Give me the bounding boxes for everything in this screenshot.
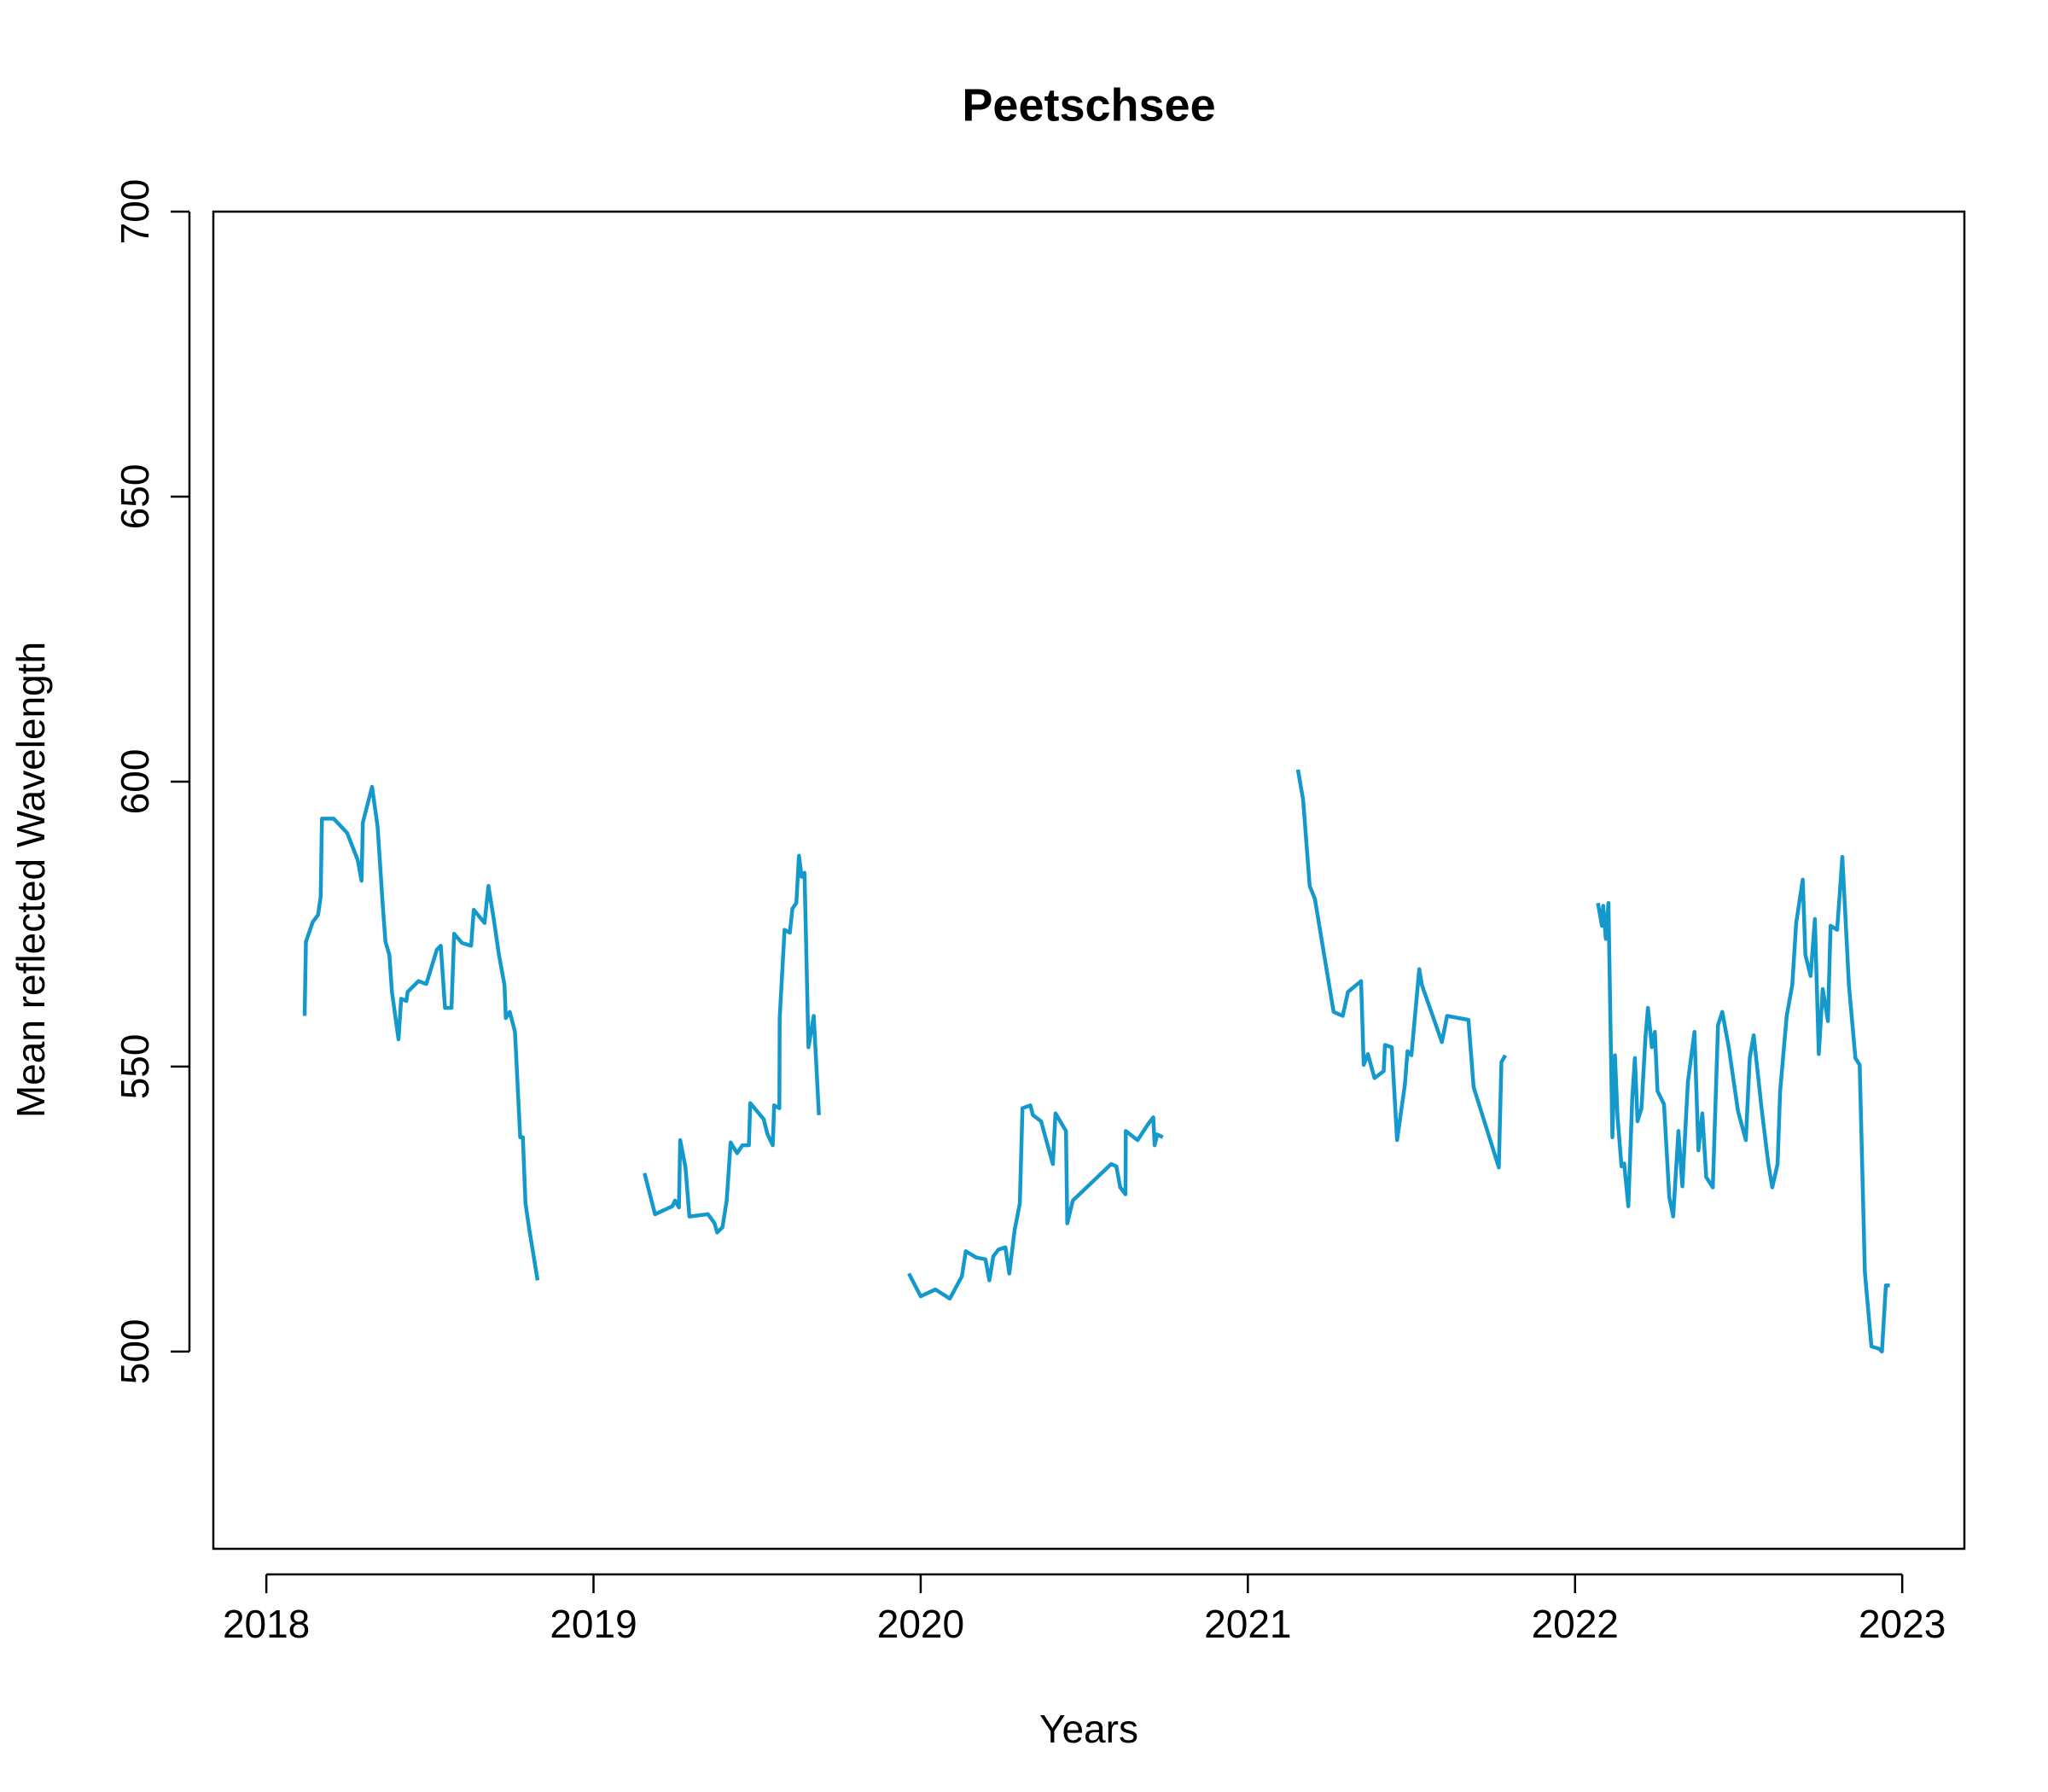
- x-tick-label: 2020: [877, 1602, 964, 1646]
- y-tick-label: 700: [113, 179, 157, 245]
- y-tick-label: 600: [113, 749, 157, 815]
- y-axis-label: Mean reflected Wavelength: [9, 642, 53, 1118]
- data-line: [302, 769, 1890, 1354]
- y-tick-label: 500: [113, 1319, 157, 1385]
- x-axis-label: Years: [1039, 1707, 1138, 1751]
- x-tick-label: 2021: [1204, 1602, 1291, 1646]
- x-tick-label: 2019: [550, 1602, 637, 1646]
- chart-title: Peetschsee: [962, 79, 1215, 131]
- y-tick-label: 550: [113, 1034, 157, 1100]
- x-tick-label: 2023: [1859, 1602, 1946, 1646]
- x-tick-label: 2018: [223, 1602, 310, 1646]
- plot-frame: [212, 210, 1966, 1551]
- y-tick-label: 650: [113, 464, 157, 530]
- x-tick-label: 2022: [1532, 1602, 1619, 1646]
